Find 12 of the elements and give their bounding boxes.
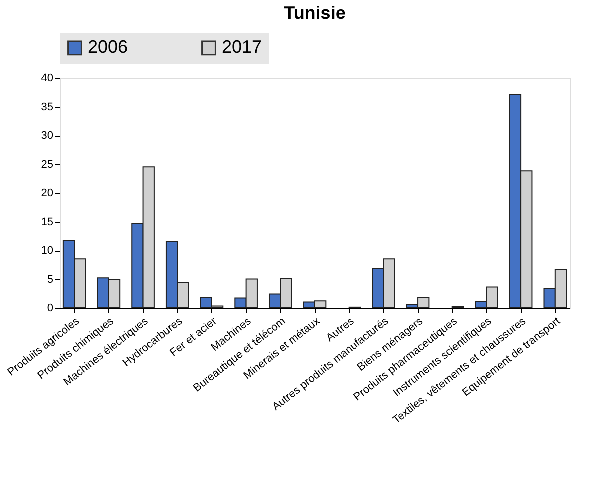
y-tick-label: 0 xyxy=(47,302,54,314)
y-tick-label: 30 xyxy=(41,130,54,142)
y-tick-label: 20 xyxy=(41,188,54,200)
legend-label: 2017 xyxy=(222,37,262,58)
legend-label: 2006 xyxy=(88,37,128,58)
y-tick-label: 5 xyxy=(47,274,54,286)
y-tick-label: 35 xyxy=(41,101,54,114)
y-tick-label: 40 xyxy=(41,72,54,84)
chart-title: Tunisie xyxy=(284,3,346,23)
y-tick-label: 25 xyxy=(41,158,54,171)
y-tick-label: 10 xyxy=(41,245,54,257)
y-tick-label: 15 xyxy=(41,216,54,228)
